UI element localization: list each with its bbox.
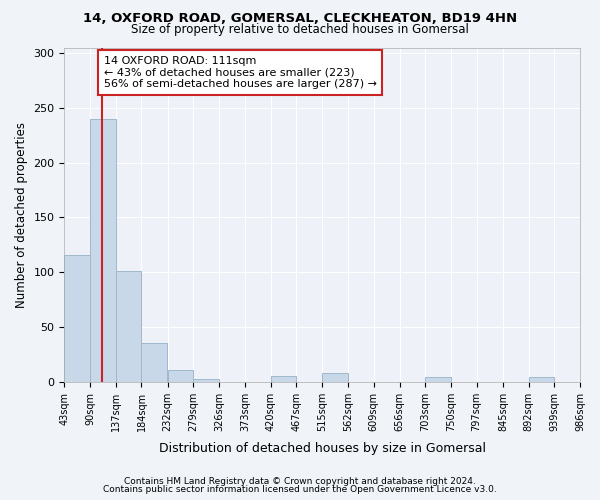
X-axis label: Distribution of detached houses by size in Gomersal: Distribution of detached houses by size … [159, 442, 486, 455]
Bar [529, 378, 554, 382]
Bar [90, 118, 116, 382]
Bar [142, 344, 167, 382]
Text: 14, OXFORD ROAD, GOMERSAL, CLECKHEATON, BD19 4HN: 14, OXFORD ROAD, GOMERSAL, CLECKHEATON, … [83, 12, 517, 24]
Bar [168, 370, 193, 382]
Bar [322, 373, 348, 382]
Bar [271, 376, 296, 382]
Bar [64, 254, 90, 382]
Text: Size of property relative to detached houses in Gomersal: Size of property relative to detached ho… [131, 22, 469, 36]
Y-axis label: Number of detached properties: Number of detached properties [15, 122, 28, 308]
Text: 14 OXFORD ROAD: 111sqm
← 43% of detached houses are smaller (223)
56% of semi-de: 14 OXFORD ROAD: 111sqm ← 43% of detached… [104, 56, 377, 89]
Bar [425, 378, 451, 382]
Text: Contains public sector information licensed under the Open Government Licence v3: Contains public sector information licen… [103, 485, 497, 494]
Text: Contains HM Land Registry data © Crown copyright and database right 2024.: Contains HM Land Registry data © Crown c… [124, 477, 476, 486]
Bar [193, 378, 219, 382]
Bar [116, 271, 142, 382]
